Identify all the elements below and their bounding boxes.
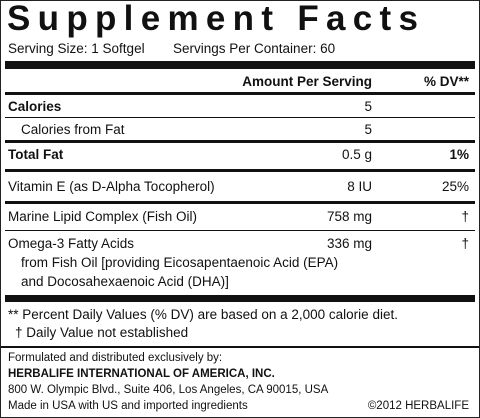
copyright: ©2012 HERBALIFE [367, 400, 469, 412]
footnote: ** Percent Daily Values (% DV) are based… [8, 307, 398, 322]
row-amount: 5 [364, 122, 372, 137]
row-name: Total Fat [8, 147, 64, 162]
row-amount: 0.5 g [341, 147, 372, 162]
row-dv: 1% [449, 147, 469, 162]
amount-header: Amount Per Serving [242, 74, 372, 89]
row-amount: 758 mg [326, 209, 372, 224]
row-amount: 336 mg [326, 236, 372, 251]
rule [5, 117, 475, 118]
rule [5, 140, 475, 143]
row-note: from Fish Oil [providing Eicosapentaenoi… [21, 255, 339, 270]
row-name: Calories from Fat [21, 122, 125, 137]
serving-size: Serving Size: 1 Softgel [8, 41, 145, 56]
row-name: Omega-3 Fatty Acids [8, 236, 135, 251]
row-name: Vitamin E (as D-Alpha Tocopherol) [8, 179, 215, 194]
row-amount: 5 [364, 99, 372, 114]
footer-line: 800 W. Olympic Blvd., Suite 406, Los Ang… [8, 384, 329, 396]
row-dv: 25% [441, 179, 469, 194]
row-note: and Docosahexaenoic Acid (DHA)] [21, 274, 229, 289]
rule [5, 92, 475, 95]
footer-line: Formulated and distributed exclusively b… [8, 352, 223, 364]
thick-rule [5, 295, 475, 302]
row-dv: † [461, 236, 469, 251]
title: Supplement Facts [7, 0, 426, 38]
dv-header: % DV** [423, 74, 469, 89]
footer-line: Made in USA with US and imported ingredi… [8, 400, 248, 412]
rule [1, 346, 479, 348]
rule [5, 201, 475, 204]
row-dv: † [461, 209, 469, 224]
footer-line: HERBALIFE INTERNATIONAL OF AMERICA, INC. [8, 368, 275, 380]
rule [5, 230, 475, 231]
thick-rule [5, 61, 475, 69]
rule [5, 169, 475, 172]
row-amount: 8 IU [347, 179, 372, 194]
footnote: † Daily Value not established [15, 325, 189, 340]
row-name: Calories [8, 99, 62, 114]
servings-per-container: Servings Per Container: 60 [173, 41, 336, 56]
row-name: Marine Lipid Complex (Fish Oil) [8, 209, 198, 224]
